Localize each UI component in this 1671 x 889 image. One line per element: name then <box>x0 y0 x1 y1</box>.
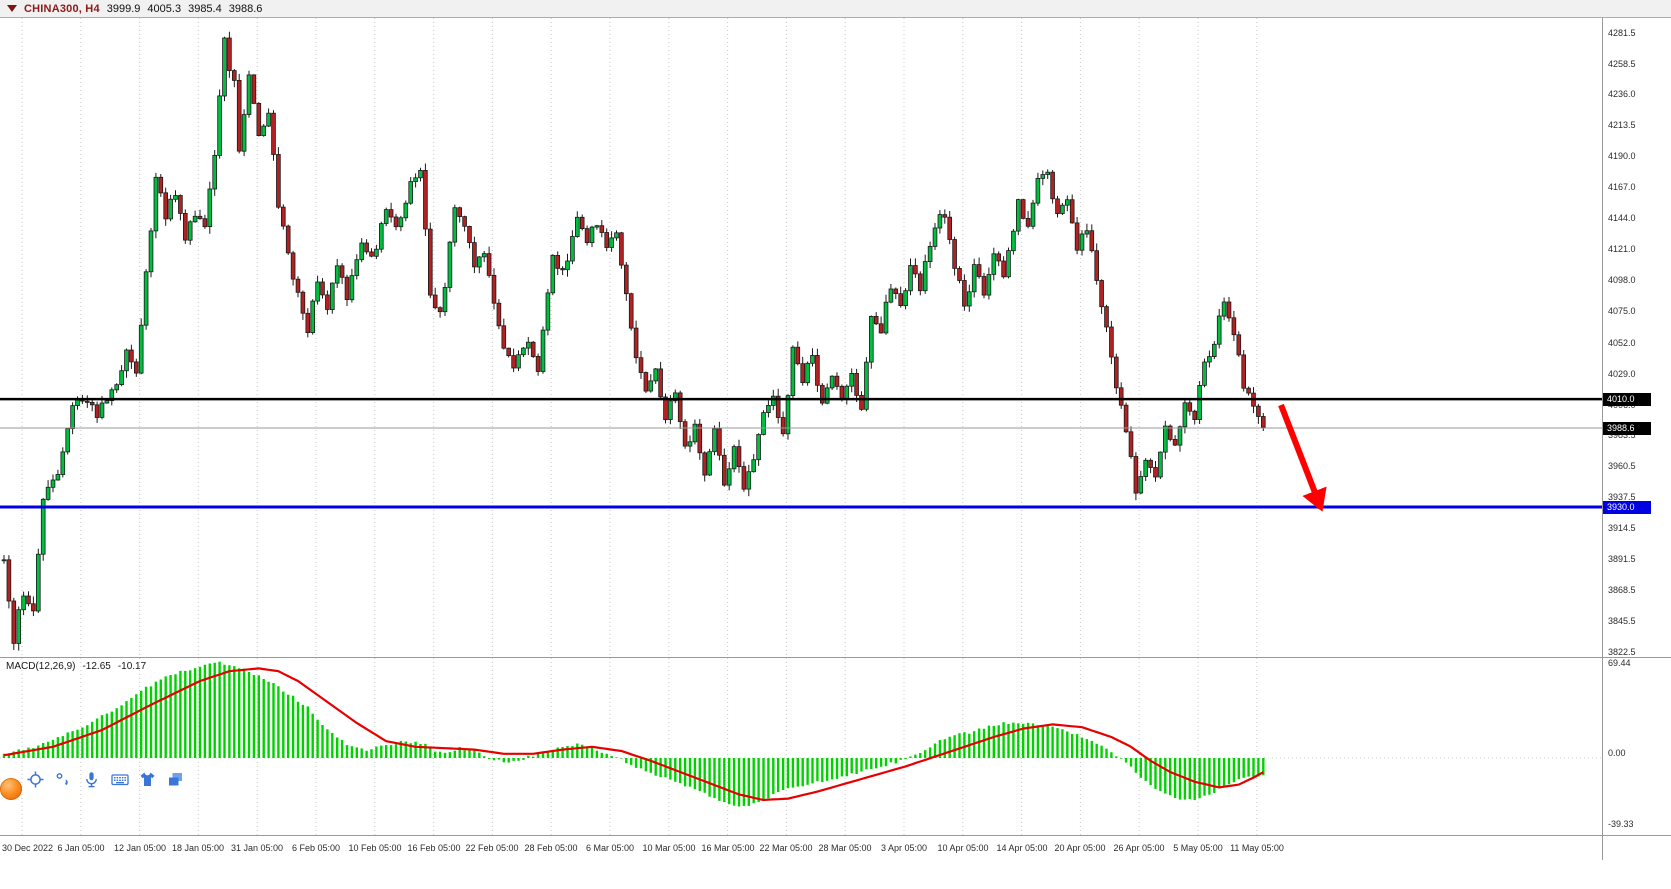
price-tick-label: 3937.5 <box>1608 492 1636 502</box>
time-tick-label: 6 Mar 05:00 <box>585 843 635 853</box>
symbol-dropdown-arrow[interactable] <box>7 5 17 12</box>
price-tick-label: 4052.0 <box>1608 338 1636 348</box>
time-tick-label: 16 Mar 05:00 <box>701 843 755 853</box>
time-tick-label: 5 May 05:00 <box>1173 843 1223 853</box>
open-value: 3999.9 <box>106 2 141 15</box>
price-tick-label: 3845.5 <box>1608 616 1636 626</box>
time-tick-label: 10 Feb 05:00 <box>348 843 402 853</box>
sell-arrow-annotation[interactable] <box>1278 403 1327 512</box>
price-tick-label: 3914.5 <box>1608 523 1636 533</box>
price-tick-label: 3983.5 <box>1608 430 1636 440</box>
macd-indicator-pane[interactable] <box>0 658 1602 836</box>
price-tick-label: 3868.5 <box>1608 585 1636 595</box>
price-tick-label: 4144.0 <box>1608 213 1636 223</box>
symbol-timeframe-label: CHINA300, H4 <box>24 2 100 15</box>
price-tick-label: 3960.5 <box>1608 461 1636 471</box>
price-tick-label: 4281.5 <box>1608 28 1636 38</box>
price-tick-label: 4098.0 <box>1608 275 1636 285</box>
time-tick-label: 28 Mar 05:00 <box>818 843 872 853</box>
keyboard-icon[interactable] <box>110 770 129 789</box>
price-tick-label: 4167.0 <box>1608 182 1636 192</box>
time-tick-label: 14 Apr 05:00 <box>996 843 1048 853</box>
price-tick-label: 4213.5 <box>1608 120 1636 130</box>
macd-signal-line <box>3 667 1264 802</box>
price-tick-label: 3891.5 <box>1608 554 1636 564</box>
time-tick-label: 3 Apr 05:00 <box>880 843 928 853</box>
price-tick-label: 4075.0 <box>1608 306 1636 316</box>
price-tick-label: 4190.0 <box>1608 151 1636 161</box>
macd-tick-label: 0.00 <box>1608 748 1626 758</box>
pane-separator-bottom <box>0 835 1671 836</box>
macd-name: MACD(12,26,9) <box>6 661 76 672</box>
price-tick-label: 4121.0 <box>1608 244 1636 254</box>
time-tick-label: 10 Mar 05:00 <box>642 843 696 853</box>
theme-icon[interactable] <box>138 770 157 789</box>
macd-tick-label: -39.33 <box>1608 819 1634 829</box>
macd-value: -12.65 <box>82 661 111 672</box>
close-value: 3988.6 <box>228 2 263 15</box>
time-axis[interactable]: 30 Dec 2022 6 Jan 05:00 12 Jan 05:00 18 Jan… <box>0 836 1602 862</box>
high-value: 4005.3 <box>147 2 182 15</box>
microphone-icon[interactable] <box>82 770 101 789</box>
price-axis[interactable]: 4281.5 4258.5 4236.0 4213.5 4190.0 4167.0 4144… <box>1602 18 1671 860</box>
crosshair-icon[interactable] <box>26 770 45 789</box>
pane-separator-top <box>0 657 1671 658</box>
price-tag-resistance: 4010.0 <box>1603 393 1651 406</box>
chart-header: CHINA300, H4 3999.9 4005.3 3985.4 3988.6 <box>0 0 1671 18</box>
windows-icon[interactable] <box>166 770 185 789</box>
time-tick-label: 18 Jan 05:00 <box>171 843 225 853</box>
macd-indicator-label: MACD(12,26,9) -12.65 -10.17 <box>6 661 146 672</box>
time-tick-label: 22 Feb 05:00 <box>465 843 519 853</box>
price-chart-canvas[interactable] <box>0 18 1602 658</box>
candles <box>1 31 1266 651</box>
low-value: 3985.4 <box>188 2 222 15</box>
grid-lines <box>21 18 1258 658</box>
handwriting-icon[interactable] <box>54 770 73 789</box>
time-tick-label: 6 Jan 05:00 <box>57 843 105 853</box>
price-tick-label: 3822.5 <box>1608 647 1636 657</box>
macd-signal-value: -10.17 <box>117 661 147 672</box>
time-tick-label: 12 Jan 05:00 <box>113 843 167 853</box>
time-tick-label: 10 Apr 05:00 <box>937 843 989 853</box>
screen-recorder-logo <box>0 778 22 800</box>
time-tick-label: 6 Feb 05:00 <box>291 843 341 853</box>
macd-tick-label: 69.44 <box>1608 658 1631 668</box>
time-tick-label: 16 Feb 05:00 <box>407 843 461 853</box>
price-tag-current: 3988.6 <box>1603 422 1651 435</box>
price-tick-label: 4236.0 <box>1608 89 1636 99</box>
ohlc-values: 3999.9 4005.3 3985.4 3988.6 <box>107 3 263 15</box>
price-tag-support: 3930.0 <box>1603 501 1651 514</box>
time-tick-label: 28 Feb 05:00 <box>524 843 578 853</box>
time-tick-label: 11 May 05:00 <box>1230 843 1284 853</box>
time-tick-label: 20 Apr 05:00 <box>1054 843 1106 853</box>
price-tick-label: 4258.5 <box>1608 59 1636 69</box>
quick-toolbar <box>26 770 185 789</box>
time-tick-label: 30 Dec 2022 <box>2 843 54 853</box>
price-tick-label: 4029.0 <box>1608 369 1636 379</box>
time-tick-label: 26 Apr 05:00 <box>1113 843 1165 853</box>
time-tick-label: 22 Mar 05:00 <box>759 843 813 853</box>
time-tick-label: 31 Jan 05:00 <box>230 843 284 853</box>
